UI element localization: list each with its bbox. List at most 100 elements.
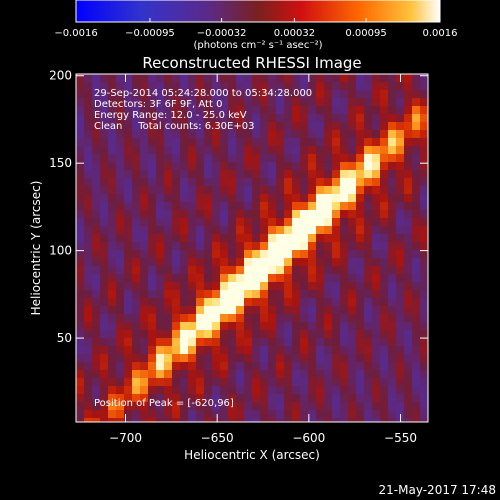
heatmap-cell	[252, 122, 260, 130]
heatmap-cell	[268, 402, 276, 410]
heatmap-cell	[196, 218, 204, 226]
heatmap-cell	[420, 114, 428, 122]
heatmap-cell	[380, 330, 388, 338]
heatmap-cell	[388, 402, 396, 410]
heatmap-cell	[196, 418, 204, 422]
heatmap-cell	[220, 394, 228, 402]
heatmap-cell	[276, 226, 284, 234]
heatmap-cell	[196, 370, 204, 378]
heatmap-cell	[356, 154, 364, 162]
heatmap-cell	[396, 266, 404, 274]
heatmap-cell	[84, 282, 92, 290]
heatmap-cell	[156, 106, 164, 114]
heatmap-cell	[420, 306, 428, 314]
heatmap-cell	[116, 386, 124, 394]
heatmap-cell	[308, 418, 316, 422]
x-tick-label: −700	[109, 431, 142, 445]
heatmap-cell	[308, 346, 316, 354]
heatmap-cell	[244, 114, 252, 122]
heatmap-cell	[92, 354, 100, 362]
heatmap-cell	[284, 322, 292, 330]
heatmap-cell	[420, 106, 428, 114]
heatmap-cell	[84, 162, 92, 170]
heatmap-cell	[172, 418, 180, 422]
heatmap-cell	[244, 122, 252, 130]
heatmap-cell	[404, 146, 412, 154]
heatmap-cell	[220, 114, 228, 122]
heatmap-cell	[188, 258, 196, 266]
heatmap-cell	[292, 114, 300, 122]
heatmap-cell	[268, 138, 276, 146]
heatmap-cell	[124, 82, 132, 90]
heatmap-cell	[372, 218, 380, 226]
heatmap-cell	[252, 250, 260, 258]
heatmap-cell	[380, 98, 388, 106]
heatmap-cell	[164, 354, 172, 362]
heatmap-cell	[148, 282, 156, 290]
heatmap-cell	[284, 210, 292, 218]
heatmap-cell	[284, 82, 292, 90]
heatmap-cell	[124, 186, 132, 194]
heatmap-cell	[412, 330, 420, 338]
heatmap-cell	[196, 386, 204, 394]
heatmap-cell	[260, 74, 268, 82]
heatmap-cell	[212, 82, 220, 90]
heatmap-cell	[356, 418, 364, 422]
heatmap-cell	[324, 354, 332, 362]
heatmap-cell	[404, 370, 412, 378]
heatmap-cell	[204, 218, 212, 226]
heatmap-cell	[180, 218, 188, 226]
heatmap-cell	[148, 298, 156, 306]
heatmap-cell	[84, 314, 92, 322]
heatmap-cell	[372, 306, 380, 314]
heatmap-cell	[300, 354, 308, 362]
annotation-detectors: Detectors: 3F 6F 9F, Att 0	[94, 99, 222, 110]
heatmap-cell	[284, 178, 292, 186]
heatmap-cell	[132, 114, 140, 122]
heatmap-cell	[236, 90, 244, 98]
heatmap-cell	[76, 98, 84, 106]
heatmap-cell	[396, 226, 404, 234]
heatmap-cell	[396, 274, 404, 282]
heatmap-cell	[140, 242, 148, 250]
x-axis-label: Heliocentric X (arcsec)	[184, 448, 320, 462]
heatmap-cell	[404, 114, 412, 122]
heatmap-cell	[260, 186, 268, 194]
heatmap-cell	[372, 394, 380, 402]
heatmap-cell	[100, 370, 108, 378]
heatmap-cell	[252, 162, 260, 170]
heatmap-cell	[116, 210, 124, 218]
heatmap-cell	[348, 122, 356, 130]
heatmap-cell	[356, 146, 364, 154]
heatmap-cell	[212, 98, 220, 106]
heatmap-cell	[180, 90, 188, 98]
heatmap-cell	[236, 122, 244, 130]
heatmap-cell	[116, 306, 124, 314]
heatmap-cell	[172, 178, 180, 186]
heatmap-cell	[252, 194, 260, 202]
heatmap-cell	[132, 250, 140, 258]
heatmap-cell	[132, 410, 140, 418]
heatmap-cell	[356, 122, 364, 130]
heatmap-cell	[340, 154, 348, 162]
heatmap-cell	[300, 314, 308, 322]
heatmap-cell	[148, 82, 156, 90]
heatmap-cell	[356, 178, 364, 186]
heatmap-cell	[172, 226, 180, 234]
heatmap-cell	[372, 402, 380, 410]
heatmap-cell	[252, 410, 260, 418]
heatmap-cell	[100, 226, 108, 234]
heatmap-cell	[84, 290, 92, 298]
heatmap-cell	[204, 346, 212, 354]
heatmap-cell	[124, 130, 132, 138]
heatmap-cell	[372, 98, 380, 106]
heatmap-cell	[260, 298, 268, 306]
heatmap-cell	[188, 346, 196, 354]
heatmap-cell	[364, 282, 372, 290]
heatmap-cell	[204, 186, 212, 194]
heatmap-cell	[148, 202, 156, 210]
heatmap-cell	[332, 410, 340, 418]
heatmap-cell	[132, 130, 140, 138]
heatmap-cell	[196, 106, 204, 114]
heatmap-cell	[300, 242, 308, 250]
